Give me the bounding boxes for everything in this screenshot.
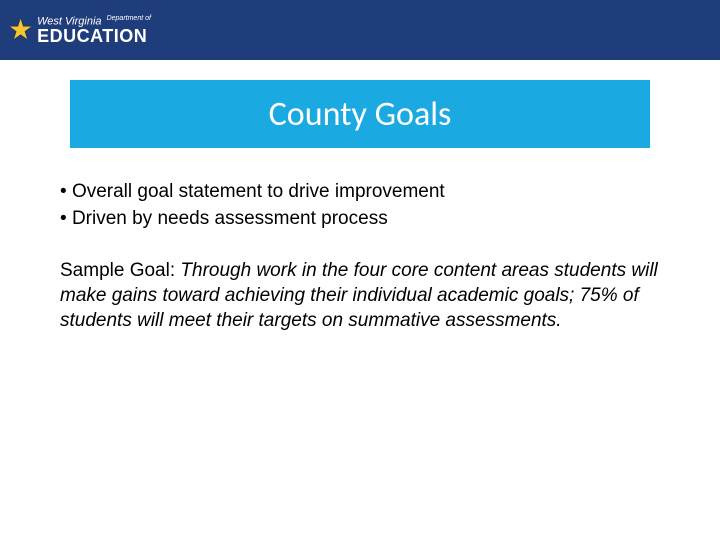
bullet-item: • Overall goal statement to drive improv… — [60, 180, 660, 205]
logo-dept: Department of — [107, 15, 151, 22]
bullet-text: Overall goal statement to drive improvem… — [72, 181, 445, 202]
wv-education-logo: ★ West Virginia Department of EDUCATION — [8, 15, 151, 46]
sample-goal-block: Sample Goal: Through work in the four co… — [60, 259, 660, 333]
logo-bottom-line: EDUCATION — [37, 27, 151, 45]
title-banner: County Goals — [70, 80, 650, 148]
bullet-list: • Overall goal statement to drive improv… — [60, 180, 660, 231]
logo-text: West Virginia Department of EDUCATION — [37, 15, 151, 46]
header-bar: ★ West Virginia Department of EDUCATION — [0, 0, 720, 60]
content-area: • Overall goal statement to drive improv… — [60, 180, 660, 333]
sample-goal-label: Sample Goal: — [60, 260, 175, 281]
star-icon: ★ — [8, 16, 33, 44]
bullet-text: Driven by needs assessment process — [72, 208, 388, 229]
page-title: County Goals — [269, 94, 452, 135]
bullet-item: • Driven by needs assessment process — [60, 207, 660, 232]
